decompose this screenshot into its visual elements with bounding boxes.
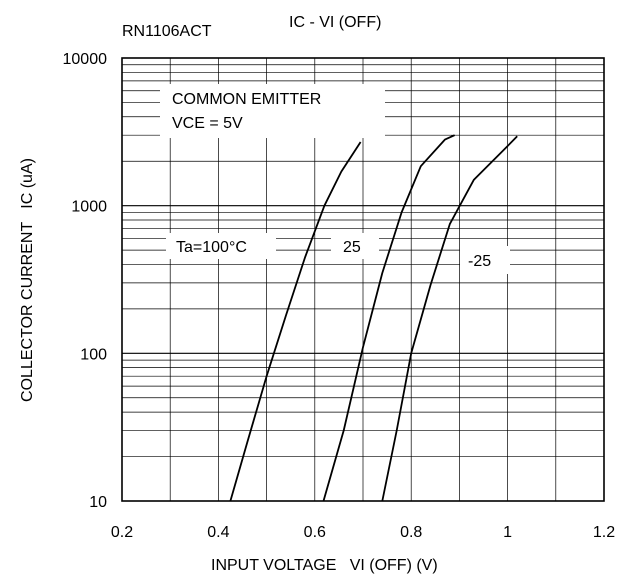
x-tick-label: 0.8 [400, 524, 422, 541]
condition-vce: VCE = 5V [172, 115, 243, 132]
y-tick-label: 10 [89, 494, 107, 511]
series-label-100: Ta=100°C [176, 239, 247, 256]
series-label-25: 25 [343, 239, 361, 256]
condition-box [160, 84, 385, 138]
series-line-2 [381, 135, 518, 502]
x-tick-label: 0.6 [304, 524, 326, 541]
condition-common-emitter: COMMON EMITTER [172, 91, 321, 108]
y-axis-label: COLLECTOR CURRENT IC (uA) [19, 158, 36, 402]
x-tick-labels: 0.2 0.4 0.6 0.8 1 1.2 [111, 524, 615, 541]
y-tick-labels: 10 100 1000 10000 [63, 51, 108, 511]
x-axis-label: INPUT VOLTAGE VI (OFF) (V) [211, 557, 438, 574]
x-tick-label: 1.2 [593, 524, 615, 541]
series-label-box-100 [166, 233, 276, 259]
series-label-box-minus25 [460, 246, 510, 274]
series-line-1 [322, 134, 455, 502]
series-label-minus25: -25 [468, 253, 491, 270]
grid [122, 58, 604, 501]
y-tick-label: 100 [80, 346, 107, 363]
x-tick-label: 0.2 [111, 524, 133, 541]
plot-frame [121, 57, 605, 502]
x-tick-label: 0.4 [207, 524, 229, 541]
y-tick-label: 1000 [71, 199, 107, 216]
x-tick-label: 1 [503, 524, 512, 541]
series-line-0 [229, 141, 362, 502]
part-number: RN1106ACT [122, 23, 212, 40]
series-label-box-25 [331, 233, 379, 259]
y-tick-label: 10000 [63, 51, 108, 68]
curves [229, 134, 518, 502]
chart-title: IC - VI (OFF) [289, 14, 381, 31]
